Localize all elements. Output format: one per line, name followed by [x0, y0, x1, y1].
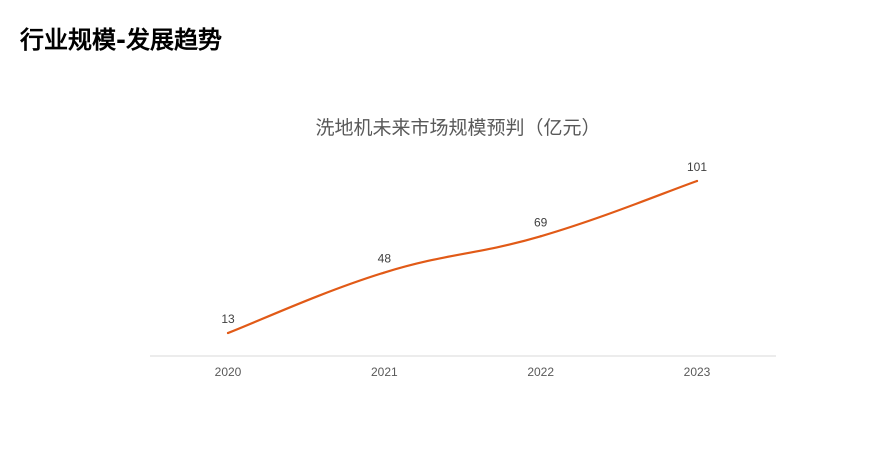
page-heading: 行业规模-发展趋势 — [20, 26, 222, 54]
x-axis-ticks: 2020 2021 2022 2023 — [215, 365, 711, 379]
data-label-2022: 69 — [534, 215, 548, 229]
series-line — [226, 179, 699, 335]
data-label-2021: 48 — [378, 252, 392, 266]
data-point-2020 — [226, 331, 230, 335]
chart-title: 洗地机未来市场规模预判（亿元） — [315, 117, 601, 139]
data-point-2023 — [695, 179, 699, 183]
data-label-2020: 13 — [221, 312, 235, 326]
x-tick-label-2020: 2020 — [215, 365, 242, 379]
data-point-2021 — [383, 271, 386, 274]
x-tick-label-2022: 2022 — [527, 365, 554, 379]
x-tick-label-2023: 2023 — [684, 365, 711, 379]
data-labels: 13 48 69 101 — [221, 160, 707, 326]
x-tick-label-2021: 2021 — [371, 365, 398, 379]
data-point-2022 — [539, 235, 542, 238]
data-label-2023: 101 — [687, 160, 707, 174]
series-layer — [226, 179, 699, 335]
